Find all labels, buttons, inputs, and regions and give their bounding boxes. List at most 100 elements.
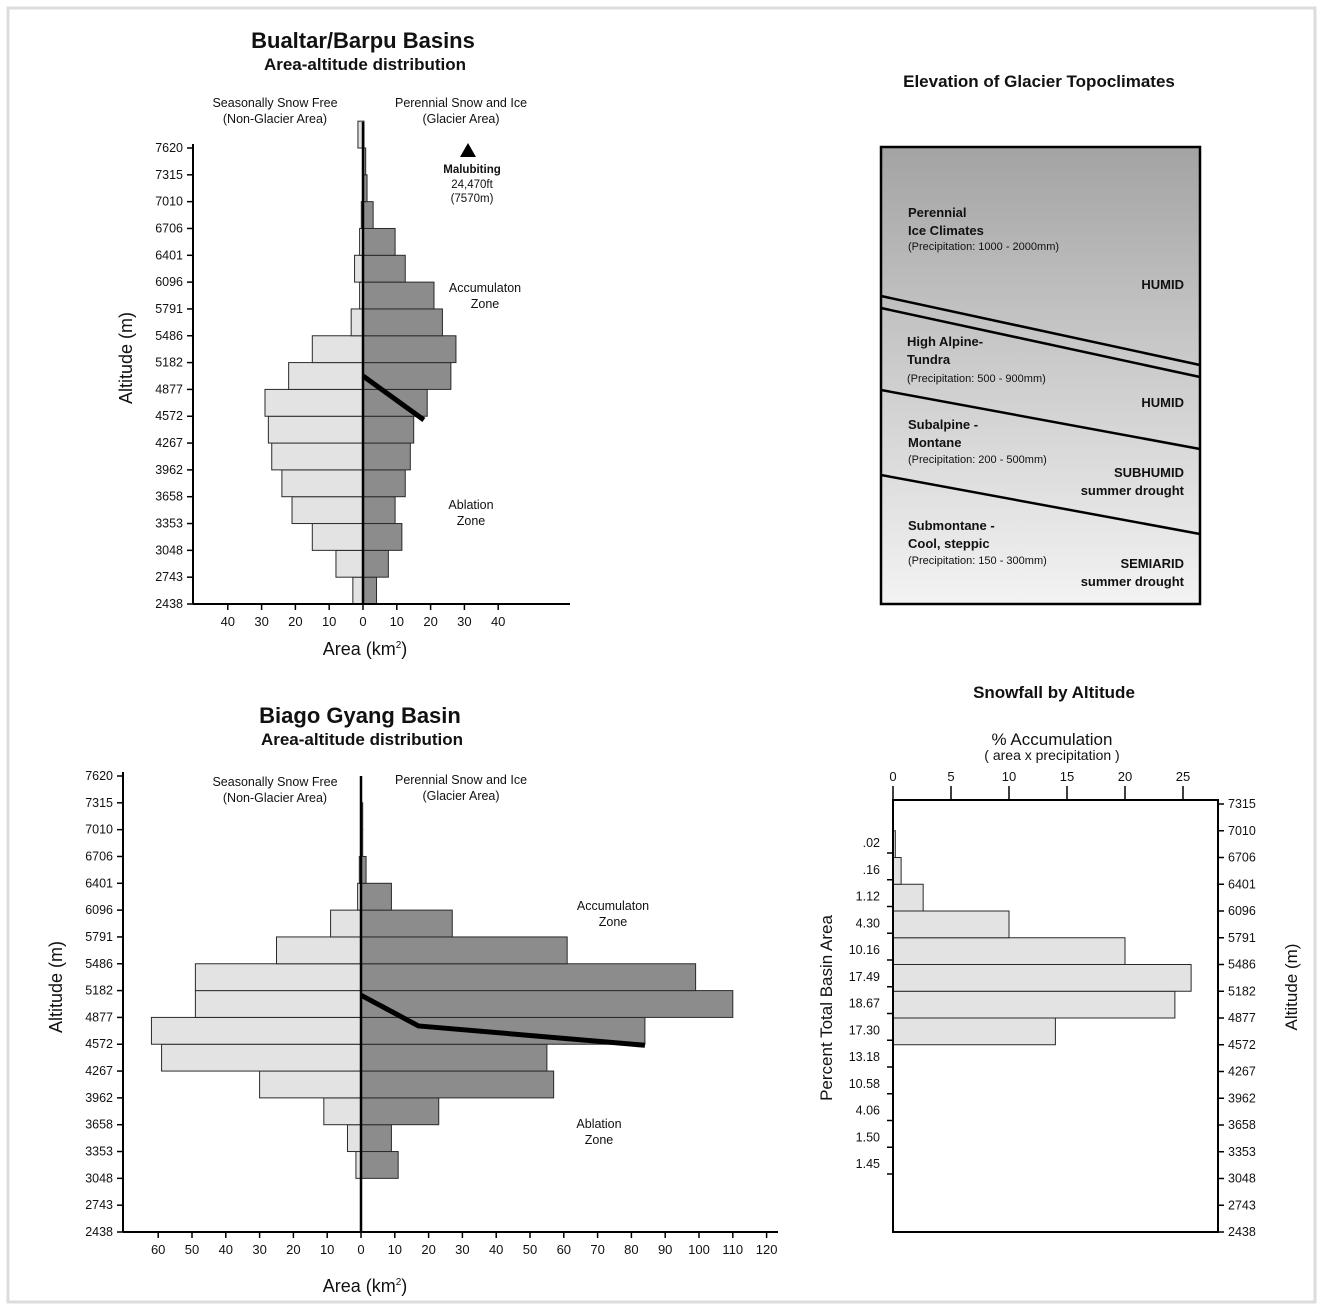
zone-precip: (Precipitation: 150 - 300mm) bbox=[908, 555, 1047, 567]
x-tick-label: 50 bbox=[185, 1242, 199, 1257]
y-tick-label: 3353 bbox=[155, 517, 183, 531]
bar-non-glacier bbox=[323, 1097, 362, 1126]
bar-non-glacier bbox=[335, 549, 364, 578]
bar-non-glacier bbox=[281, 469, 364, 498]
x-tick-label: 30 bbox=[457, 614, 471, 629]
y-tick-label: 6401 bbox=[85, 876, 113, 890]
chart1-bars bbox=[264, 120, 457, 605]
chart3-xlabel: % Accumulation bbox=[992, 730, 1113, 749]
zone-name: Cool, steppic bbox=[908, 536, 990, 551]
y-tick-label: 7620 bbox=[85, 769, 113, 783]
chart3-ylabel-right: Altitude (m) bbox=[1282, 944, 1301, 1031]
snowline bbox=[359, 992, 646, 1048]
percent-area-label: 17.30 bbox=[849, 1023, 880, 1037]
bar-glacier bbox=[362, 415, 415, 444]
percent-area-label: 10.16 bbox=[849, 943, 880, 957]
x-tick-label: 60 bbox=[151, 1242, 165, 1257]
percent-area-label: 1.45 bbox=[856, 1157, 880, 1171]
bar-glacier bbox=[360, 1097, 440, 1126]
chart1-right-header-1: Perennial Snow and Ice bbox=[395, 96, 527, 110]
snowline bbox=[361, 373, 426, 422]
chart1-left-header-2: (Non-Glacier Area) bbox=[223, 112, 327, 126]
x-tick-label: 30 bbox=[455, 1242, 469, 1257]
percent-area-label: 18.67 bbox=[849, 997, 880, 1011]
bar-glacier bbox=[360, 1151, 399, 1179]
chart2-accumulation-label-1: Accumulaton bbox=[577, 899, 649, 913]
bar-glacier bbox=[360, 963, 697, 992]
chart1-right-header-2: (Glacier Area) bbox=[422, 112, 499, 126]
bar-non-glacier bbox=[354, 254, 364, 283]
y-tick-label: 3962 bbox=[155, 463, 183, 477]
y-tick-label: 3353 bbox=[85, 1145, 113, 1159]
y-tick-label: 3048 bbox=[155, 543, 183, 557]
bar-glacier bbox=[360, 990, 734, 1018]
x-tick-label: 10 bbox=[1002, 769, 1016, 784]
altitude-tick-label: 3658 bbox=[1228, 1118, 1256, 1132]
zone-boundary-line bbox=[880, 306, 1201, 379]
bar-non-glacier bbox=[276, 936, 362, 965]
bar-glacier bbox=[362, 442, 411, 471]
x-tick-label: 40 bbox=[221, 614, 235, 629]
y-tick-label: 7620 bbox=[155, 141, 183, 155]
zone-class: SEMIARID bbox=[1120, 556, 1184, 571]
y-tick-label: 2743 bbox=[85, 1198, 113, 1212]
bar-glacier bbox=[360, 909, 453, 938]
chart2-title: Biago Gyang Basin bbox=[259, 703, 461, 728]
y-tick-label: 2438 bbox=[85, 1225, 113, 1239]
altitude-tick-label: 7315 bbox=[1228, 797, 1256, 811]
bar-non-glacier bbox=[194, 990, 362, 1018]
bar-non-glacier bbox=[288, 362, 364, 390]
bar-non-glacier bbox=[264, 388, 364, 417]
chart1-xlabel: Area (km2) bbox=[323, 639, 408, 659]
x-tick-label: 25 bbox=[1176, 769, 1190, 784]
bar-non-glacier bbox=[267, 415, 364, 444]
zone-name: Ice Climates bbox=[908, 223, 984, 238]
chart2-right-header-2: (Glacier Area) bbox=[422, 789, 499, 803]
x-tick-label: 110 bbox=[722, 1242, 743, 1257]
altitude-tick-label: 6706 bbox=[1228, 851, 1256, 865]
zone-class: summer drought bbox=[1081, 574, 1185, 589]
bar-glacier bbox=[362, 549, 389, 578]
zone-precip: (Precipitation: 500 - 900mm) bbox=[907, 373, 1046, 385]
altitude-tick-label: 7010 bbox=[1228, 824, 1256, 838]
bar-non-glacier bbox=[291, 496, 364, 525]
bar-non-glacier bbox=[350, 308, 364, 337]
topoclimates-diagram: Elevation of Glacier Topoclimates Perenn… bbox=[879, 72, 1202, 606]
bar-glacier bbox=[362, 281, 435, 310]
chart2-ylabel: Altitude (m) bbox=[46, 941, 66, 1033]
x-tick-label: 20 bbox=[421, 1242, 435, 1257]
y-tick-label: 4572 bbox=[85, 1037, 113, 1051]
chart1-snowline bbox=[361, 373, 426, 422]
altitude-tick-label: 4572 bbox=[1228, 1038, 1256, 1052]
x-tick-label: 10 bbox=[388, 1242, 402, 1257]
chart2-left-header-2: (Non-Glacier Area) bbox=[223, 791, 327, 805]
bar-glacier bbox=[362, 523, 403, 551]
zone-name: High Alpine- bbox=[907, 334, 983, 349]
zone-class: HUMID bbox=[1141, 395, 1184, 410]
y-tick-label: 3658 bbox=[155, 490, 183, 504]
x-tick-label: 100 bbox=[688, 1242, 710, 1257]
bar-glacier bbox=[362, 388, 428, 417]
bar-non-glacier bbox=[330, 909, 362, 938]
x-tick-label: 120 bbox=[756, 1242, 778, 1257]
x-tick-label: 80 bbox=[624, 1242, 638, 1257]
y-tick-label: 6706 bbox=[155, 221, 183, 235]
accumulation-bar bbox=[892, 857, 902, 885]
snowfall-chart: Snowfall by Altitude % Accumulation ( ar… bbox=[817, 683, 1301, 1239]
x-tick-label: 30 bbox=[252, 1242, 266, 1257]
y-tick-label: 7010 bbox=[155, 195, 183, 209]
zone-class: SUBHUMID bbox=[1114, 465, 1184, 480]
y-tick-label: 5486 bbox=[85, 957, 113, 971]
x-tick-label: 20 bbox=[1118, 769, 1132, 784]
altitude-tick-label: 3048 bbox=[1228, 1172, 1256, 1186]
topoclimates-title: Elevation of Glacier Topoclimates bbox=[903, 72, 1175, 91]
y-tick-label: 6096 bbox=[155, 275, 183, 289]
bar-glacier bbox=[362, 469, 406, 498]
altitude-tick-label: 3353 bbox=[1228, 1145, 1256, 1159]
altitude-tick-label: 4877 bbox=[1228, 1011, 1256, 1025]
x-tick-label: 20 bbox=[288, 614, 302, 629]
altitude-tick-label: 5486 bbox=[1228, 958, 1256, 972]
percent-area-label: 10.58 bbox=[849, 1077, 880, 1091]
zone-precip: (Precipitation: 200 - 500mm) bbox=[908, 454, 1047, 466]
chart2-ablation-label-1: Ablation bbox=[576, 1117, 621, 1131]
